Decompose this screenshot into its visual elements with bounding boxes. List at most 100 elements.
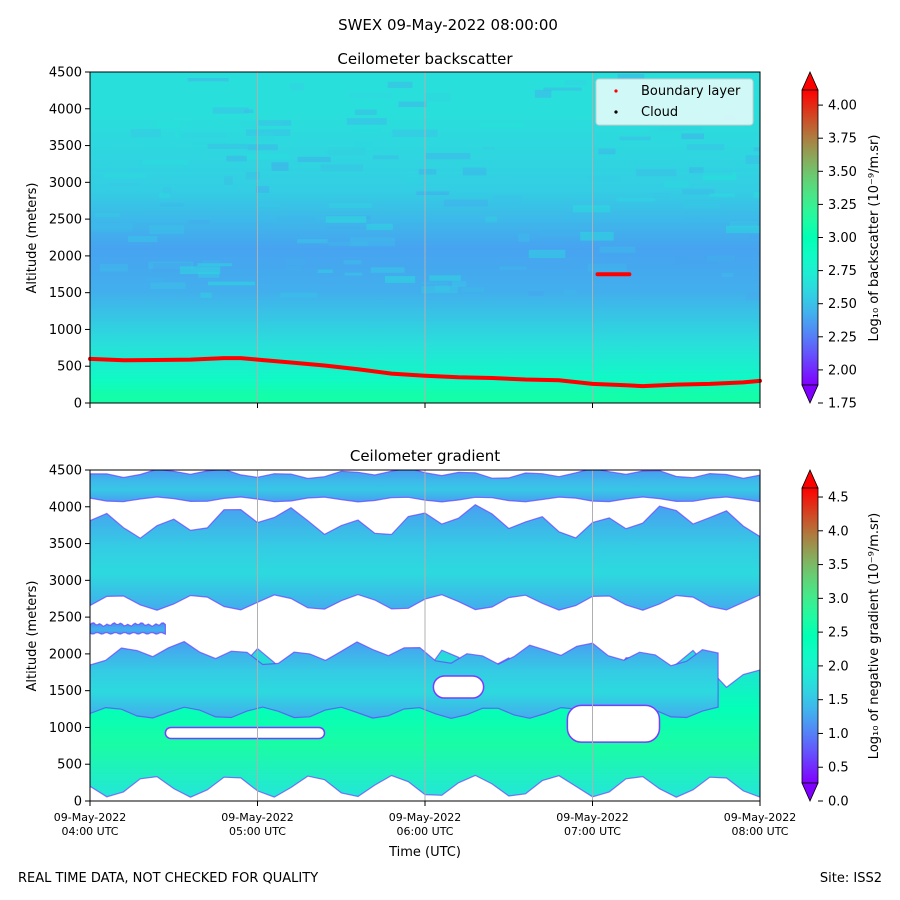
backscatter-streak <box>434 284 451 292</box>
backscatter-streak <box>285 258 306 266</box>
backscatter-streak <box>564 122 601 127</box>
backscatter-streak <box>706 255 736 262</box>
backscatter-streak <box>201 259 221 266</box>
x-tick-label: 09-May-2022 <box>724 811 796 824</box>
y-tick-label: 500 <box>57 758 82 773</box>
backscatter-streak <box>461 287 484 292</box>
backscatter-streak <box>320 164 364 172</box>
backscatter-streak <box>327 147 366 156</box>
backscatter-streak <box>702 172 737 181</box>
y-tick-label: 1000 <box>49 721 82 736</box>
gradient-layer <box>90 640 719 720</box>
gradient-xlabel: Time (UTC) <box>388 845 461 860</box>
colorbar2-extend-bottom <box>801 782 819 802</box>
backscatter-streak <box>424 92 451 102</box>
backscatter-streak <box>149 225 184 235</box>
colorbar-tick-label: 3.50 <box>828 165 857 180</box>
backscatter-streak <box>173 117 193 121</box>
backscatter-streak <box>721 272 734 277</box>
backscatter-streak <box>250 133 275 142</box>
backscatter-streak <box>482 146 495 150</box>
y-tick-label: 3500 <box>49 139 82 154</box>
backscatter-streak <box>145 277 166 281</box>
y-tick-label: 2000 <box>49 647 82 662</box>
backscatter-streak <box>280 292 318 298</box>
backscatter-streak <box>317 269 333 273</box>
backscatter-streak <box>200 292 212 298</box>
backscatter-streak <box>187 78 229 82</box>
backscatter-streak <box>350 237 395 247</box>
y-tick-label: 3000 <box>49 176 82 191</box>
backscatter-streak <box>649 127 682 132</box>
backscatter-streak <box>726 225 760 233</box>
backscatter-streak <box>226 155 247 162</box>
backscatter-streak <box>729 220 758 227</box>
backscatter-streak <box>179 132 227 138</box>
backscatter-streak <box>109 183 140 187</box>
colorbar1-ticks: 1.75 2.00 2.25 2.50 2.75 3.00 3.25 3.50 3.75 4.00 <box>818 99 857 412</box>
backscatter-streak <box>682 188 715 195</box>
backscatter-streak <box>208 281 255 286</box>
gradient-gap <box>164 726 326 740</box>
backscatter-streak <box>709 193 736 197</box>
colorbar-tick-label: 1.0 <box>828 727 849 742</box>
backscatter-streak <box>492 195 522 205</box>
backscatter-streak <box>257 203 280 208</box>
colorbar-tick-label: 4.00 <box>828 99 857 114</box>
colorbar-tick-label: 1.5 <box>828 693 849 708</box>
colorbar-tick-label: 1.75 <box>828 397 857 412</box>
figure-title: SWEX 09-May-2022 08:00:00 <box>338 16 558 34</box>
colorbar2-ticks: 0.0 0.5 1.0 1.5 2.0 2.5 3.0 3.5 4.0 4.5 <box>818 491 849 810</box>
backscatter-streak <box>685 216 703 220</box>
backscatter-streak <box>745 291 760 301</box>
y-tick-label: 3000 <box>49 574 82 589</box>
backscatter-streak <box>372 155 399 160</box>
x-tick-label: 07:00 UTC <box>564 825 621 838</box>
colorbar-tick-label: 2.75 <box>828 264 857 279</box>
colorbar-tick-label: 3.5 <box>828 558 849 573</box>
colorbar1-extend-top <box>801 71 819 91</box>
backscatter-streak <box>587 176 621 182</box>
gradient-gridlines <box>257 470 593 801</box>
backscatter-streak <box>616 198 656 202</box>
backscatter-streak <box>564 80 587 86</box>
backscatter-streak <box>325 215 371 220</box>
backscatter-streak <box>163 187 172 195</box>
backscatter-streak <box>128 236 158 243</box>
legend-label-boundary-layer: Boundary layer <box>641 84 741 99</box>
x-tick-label: 09-May-2022 <box>556 811 628 824</box>
x-tick-label: 04:00 UTC <box>61 825 118 838</box>
backscatter-streak <box>540 230 588 237</box>
backscatter-streak <box>443 199 488 207</box>
backscatter-streak <box>245 171 260 180</box>
colorbar-tick-label: 0.5 <box>828 761 849 776</box>
colorbar-tick-label: 2.5 <box>828 626 849 641</box>
boundary-layer-line <box>88 356 762 389</box>
backscatter-streak <box>150 282 186 290</box>
backscatter-streak <box>159 192 170 198</box>
y-tick-label: 4000 <box>49 102 82 117</box>
backscatter-streak <box>617 73 645 80</box>
backscatter-streak <box>499 266 527 270</box>
backscatter-panel: Ceilometer backscatter 0 500 1000 1500 2000 2… <box>25 50 882 412</box>
backscatter-streak <box>420 281 449 285</box>
backscatter-y-ticks: 0 500 1000 1500 2000 2500 3000 3500 4000 4500 <box>49 66 90 412</box>
backscatter-streak <box>99 263 128 272</box>
colorbar2-label: Log₁₀ of negative gradient (10⁻⁹/m.sr) <box>867 513 882 759</box>
backscatter-streak <box>753 147 760 152</box>
backscatter-streak <box>658 126 703 131</box>
backscatter-streak <box>328 203 372 208</box>
colorbar-tick-label: 2.0 <box>828 659 849 674</box>
backscatter-streak <box>518 233 530 242</box>
colorbar-tick-label: 4.0 <box>828 524 849 539</box>
x-tick-label: 05:00 UTC <box>229 825 286 838</box>
legend-marker-boundary-layer <box>614 89 618 93</box>
backscatter-streak <box>534 89 552 98</box>
backscatter-streak <box>179 266 221 275</box>
backscatter-streak <box>243 109 254 113</box>
backscatter-x-ticks <box>89 403 761 408</box>
colorbar-tick-label: 3.75 <box>828 132 857 147</box>
colorbar-tick-label: 3.25 <box>828 198 857 213</box>
backscatter-streak <box>485 216 498 223</box>
